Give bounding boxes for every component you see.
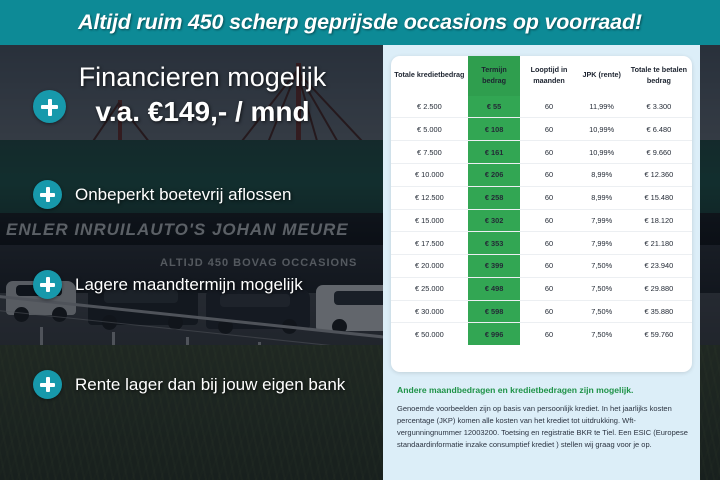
table-column-header: JPK (rente): [582, 70, 621, 80]
table-cell: 60: [520, 140, 578, 164]
table-cell: € 18.120: [625, 209, 692, 233]
table-cell: 10,99%: [577, 140, 626, 164]
bullet-label: Rente lager dan bij jouw eigen bank: [75, 374, 346, 394]
table-cell: € 598: [467, 300, 521, 324]
table-cell: € 50.000: [414, 329, 444, 339]
table-cell: € 996: [467, 322, 521, 346]
table-cell: 60: [520, 95, 578, 119]
bullet-label: Lagere maandtermijn mogelijk: [75, 274, 303, 294]
table-cell: 60: [520, 186, 578, 210]
table-cell: € 15.000: [391, 209, 468, 233]
table-column-header: Totale te betalen bedrag: [630, 65, 687, 85]
table-cell: € 17.500: [391, 231, 468, 256]
table-row: € 5.000 € 108 60 10,99% € 6.480: [391, 117, 692, 142]
table-cell: € 302: [467, 209, 521, 233]
table-cell: 7,50%: [577, 254, 626, 278]
table-cell: 60: [520, 254, 578, 278]
plus-icon: [33, 90, 66, 123]
plus-icon: [33, 180, 62, 209]
disclaimer-block: Andere maandbedragen en kredietbedragen …: [397, 385, 689, 452]
table-cell: € 20.000: [391, 254, 468, 278]
table-row: € 25.000 € 498 60 7,50% € 29.880: [391, 277, 692, 301]
table-column-header: Termijn bedrag: [467, 56, 521, 96]
table-cell: 7,50%: [577, 300, 626, 324]
table-cell: € 206: [467, 163, 521, 187]
table-cell: 8,99%: [577, 163, 626, 187]
claim-line-1: Financieren mogelijk: [78, 62, 327, 92]
table-cell: € 3.300: [625, 95, 692, 119]
headline-text: Altijd ruim 450 scherp geprijsde occasio…: [78, 10, 642, 34]
claim-plus-badge: [33, 90, 66, 123]
table-cell: € 9.660: [625, 140, 692, 164]
table-cell: € 2.500: [391, 95, 468, 119]
rates-table: Totale kredietbedrag Termijn bedrag Loopti…: [391, 56, 692, 346]
table-row: € 15.000 € 302 60 7,99% € 18.120: [391, 209, 692, 233]
table-cell: € 10.000: [391, 163, 468, 187]
table-cell: € 59.760: [644, 329, 674, 339]
table-cell: € 498: [467, 277, 521, 301]
table-cell: 60: [544, 329, 554, 339]
table-cell: 7,50%: [591, 329, 613, 339]
table-cell: 60: [520, 209, 578, 233]
table-row: € 20.000 € 399 60 7,50% € 23.940: [391, 254, 692, 278]
bullet-item: Lagere maandtermijn mogelijk: [33, 270, 303, 299]
table-cell: € 161: [467, 140, 521, 164]
disclaimer-heading: Andere maandbedragen en kredietbedragen …: [397, 385, 634, 395]
table-cell: € 108: [467, 117, 521, 142]
table-cell: 60: [520, 231, 578, 256]
table-row: € 2.500 € 55 60 11,99% € 3.300: [391, 95, 692, 119]
bullet-item: Rente lager dan bij jouw eigen bank: [33, 370, 345, 399]
table-cell: 7,50%: [577, 277, 626, 301]
table-cell: € 12.360: [625, 163, 692, 187]
table-cell: € 30.000: [391, 300, 468, 324]
table-cell: € 6.480: [625, 117, 692, 142]
table-cell: € 25.000: [391, 277, 468, 301]
table-cell: € 35.880: [625, 300, 692, 324]
table-cell: € 7.500: [391, 140, 468, 164]
table-header-row: Totale kredietbedrag Termijn bedrag Loopti…: [391, 56, 692, 96]
table-row: € 30.000 € 598 60 7,50% € 35.880: [391, 300, 692, 324]
table-cell: € 399: [467, 254, 521, 278]
financing-claim: Financieren mogelijk v.a. €149,- / mnd: [30, 62, 375, 128]
table-row: € 17.500 € 353 60 7,99% € 21.180: [391, 231, 692, 256]
table-column-header: Looptijd in maanden: [530, 65, 568, 85]
plus-icon: [33, 270, 62, 299]
headline-bar: Altijd ruim 450 scherp geprijsde occasio…: [0, 0, 720, 45]
table-cell: 10,99%: [577, 117, 626, 142]
claim-line-2: v.a. €149,- / mnd: [95, 96, 310, 128]
bullet-label: Onbeperkt boetevrij aflossen: [75, 184, 292, 204]
table-cell: 60: [520, 277, 578, 301]
table-row: € 10.000 € 206 60 8,99% € 12.360: [391, 163, 692, 187]
table-cell: € 21.180: [625, 231, 692, 256]
table-cell: € 12.500: [391, 186, 468, 210]
table-cell: 7,99%: [577, 209, 626, 233]
table-cell: € 29.880: [625, 277, 692, 301]
table-row: € 7.500 € 161 60 10,99% € 9.660: [391, 140, 692, 164]
table-cell: € 23.940: [625, 254, 692, 278]
table-column-header: Totale kredietbedrag: [394, 70, 465, 80]
table-row: € 50.000 € 996 60 7,50% € 59.760: [391, 322, 692, 346]
table-cell: € 258: [467, 186, 521, 210]
left-content: Financieren mogelijk v.a. €149,- / mnd O…: [0, 45, 383, 480]
rates-card: Totale kredietbedrag Termijn bedrag Loopti…: [391, 56, 692, 372]
bullet-item: Onbeperkt boetevrij aflossen: [33, 180, 291, 209]
disclaimer-body: Genoemde voorbeelden zijn op basis van p…: [397, 404, 688, 450]
table-row: € 12.500 € 258 60 8,99% € 15.480: [391, 186, 692, 210]
table-cell: € 353: [467, 231, 521, 256]
table-cell: 11,99%: [577, 95, 626, 119]
table-cell: € 55: [467, 95, 521, 119]
table-cell: 8,99%: [577, 186, 626, 210]
table-cell: € 15.480: [625, 186, 692, 210]
table-cell: 60: [520, 117, 578, 142]
table-cell: 60: [520, 163, 578, 187]
table-cell: 7,99%: [577, 231, 626, 256]
table-cell: 60: [520, 300, 578, 324]
rates-panel: Totale kredietbedrag Termijn bedrag Loopti…: [383, 45, 700, 480]
plus-icon: [33, 370, 62, 399]
table-cell: € 5.000: [391, 117, 468, 142]
